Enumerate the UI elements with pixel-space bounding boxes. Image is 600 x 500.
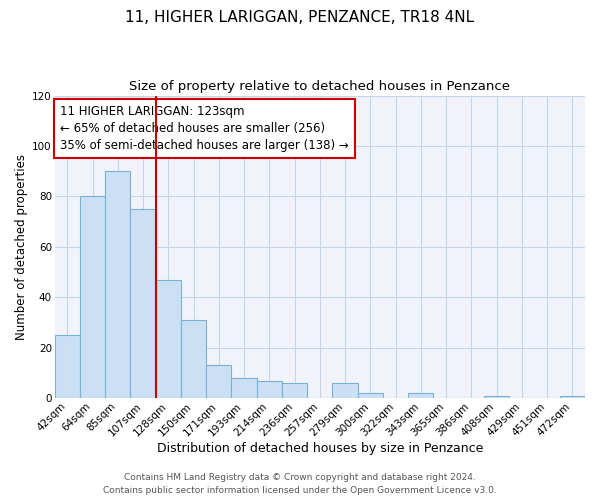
Bar — [358, 393, 383, 398]
Bar — [484, 396, 509, 398]
Bar — [80, 196, 105, 398]
Bar — [257, 380, 282, 398]
Text: 11 HIGHER LARIGGAN: 123sqm
← 65% of detached houses are smaller (256)
35% of sem: 11 HIGHER LARIGGAN: 123sqm ← 65% of deta… — [60, 104, 349, 152]
Text: Contains HM Land Registry data © Crown copyright and database right 2024.
Contai: Contains HM Land Registry data © Crown c… — [103, 474, 497, 495]
Bar — [560, 396, 585, 398]
X-axis label: Distribution of detached houses by size in Penzance: Distribution of detached houses by size … — [157, 442, 483, 455]
Bar — [282, 383, 307, 398]
Bar — [105, 171, 130, 398]
Bar — [332, 383, 358, 398]
Bar — [55, 335, 80, 398]
Bar — [130, 209, 156, 398]
Y-axis label: Number of detached properties: Number of detached properties — [15, 154, 28, 340]
Title: Size of property relative to detached houses in Penzance: Size of property relative to detached ho… — [130, 80, 511, 93]
Bar — [408, 393, 433, 398]
Bar — [206, 366, 232, 398]
Text: 11, HIGHER LARIGGAN, PENZANCE, TR18 4NL: 11, HIGHER LARIGGAN, PENZANCE, TR18 4NL — [125, 10, 475, 25]
Bar — [156, 280, 181, 398]
Bar — [232, 378, 257, 398]
Bar — [181, 320, 206, 398]
